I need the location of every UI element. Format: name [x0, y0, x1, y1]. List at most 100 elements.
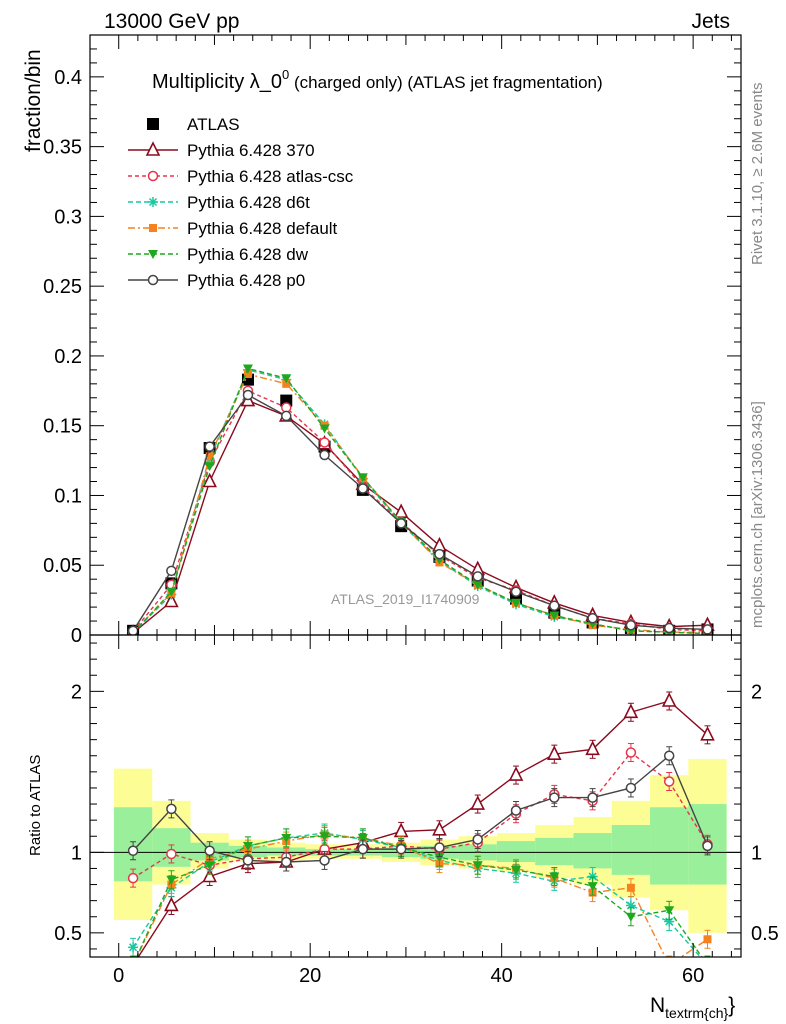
legend-label-atlas: ATLAS — [187, 115, 240, 134]
ratio-y-tick-label: 1 — [71, 842, 82, 864]
ratio-marker-p370 — [470, 795, 486, 810]
ratio-marker-dw — [549, 872, 560, 882]
ratio-marker-dw — [625, 912, 636, 922]
main-marker-p0 — [395, 518, 407, 529]
main-marker-p0 — [357, 483, 369, 494]
ratio-band-inner — [650, 807, 689, 885]
ratio-band-inner — [496, 841, 536, 863]
ratio-line-p0 — [132, 754, 709, 863]
main-marker-p0 — [242, 389, 254, 401]
x-axis-label-main: N — [650, 994, 665, 1017]
ratio-marker-default — [665, 961, 673, 969]
legend-item-atlas: ATLAS — [147, 115, 240, 134]
ratio-line-atlascsc — [132, 751, 709, 879]
ratio-marker-p0 — [510, 805, 522, 816]
ratio-marker-atlascsc — [625, 747, 637, 758]
ratio-marker-atlascsc — [166, 848, 177, 860]
main-marker-p0 — [434, 548, 445, 560]
legend-label-atlascsc: Pythia 6.428 atlas-csc — [187, 167, 354, 186]
ratio-marker-p0 — [587, 792, 598, 803]
x-axis-label-close: } — [728, 994, 735, 1017]
main-marker-p0 — [587, 613, 598, 624]
legend-marker-atlas — [147, 118, 159, 130]
ratio-marker-dw — [664, 906, 675, 916]
main-marker-p370 — [202, 472, 217, 488]
ratio-marker-p370 — [700, 726, 715, 741]
main-line-p370 — [132, 399, 708, 634]
main-marker-dw — [204, 462, 215, 472]
main-y-tick-label: 0.2 — [54, 346, 82, 368]
main-marker-atlascsc — [319, 437, 330, 448]
ratio-marker-p0 — [281, 856, 292, 868]
ratio-marker-p0 — [702, 840, 713, 852]
ratio-y-tick-label-right: 2 — [751, 681, 762, 703]
ratio-marker-p370 — [432, 821, 447, 836]
ratio-y-tick-label-right: 1 — [751, 842, 762, 864]
legend-item-d6t: Pythia 6.428 d6t — [128, 193, 310, 212]
ratio-band-layer — [90, 758, 741, 933]
ratio-marker-p370 — [585, 740, 600, 756]
main-series-group — [127, 364, 715, 635]
header-right: Jets — [691, 10, 730, 33]
ratio-y-tick-label-right: 0.5 — [751, 923, 779, 945]
legend-item-p0: Pythia 6.428 p0 — [128, 271, 305, 290]
legend-marker-default — [149, 224, 157, 232]
main-marker-p0 — [549, 600, 560, 611]
plot-title-main: Multiplicity λ_0 — [152, 71, 282, 93]
main-marker-p0 — [281, 410, 292, 422]
ratio-marker-p370 — [393, 822, 409, 838]
legend-label-dw: Pythia 6.428 dw — [187, 245, 309, 264]
ratio-marker-dw — [319, 832, 330, 842]
main-marker-default — [243, 370, 252, 379]
main-marker-p0 — [702, 624, 713, 635]
main-line-dw — [132, 367, 708, 635]
ratio-marker-atlascsc — [127, 872, 139, 884]
rivet-version-text: Rivet 3.1.10, ≥ 2.6M events — [749, 83, 766, 266]
legend-marker-atlascsc — [147, 170, 159, 182]
ratio-marker-p370 — [132, 956, 134, 957]
mcplots-text: mcplots.cern.ch [arXiv:1306.3436] — [749, 401, 766, 628]
legend-marker-p0 — [147, 274, 159, 286]
x-tick-label: 20 — [299, 965, 321, 987]
x-tick-label: 40 — [491, 965, 513, 987]
ratio-marker-dw — [472, 861, 483, 871]
ratio-marker-p370 — [623, 703, 639, 719]
ratio-marker-p370 — [547, 745, 562, 760]
ratio-marker-p0 — [166, 803, 177, 815]
ratio-marker-d6t — [128, 942, 139, 953]
main-line-p0 — [132, 394, 708, 632]
ratio-marker-p0 — [472, 834, 483, 845]
legend-label-d6t: Pythia 6.428 d6t — [187, 193, 310, 212]
ratio-marker-p0 — [549, 792, 560, 803]
ratio-line-default — [136, 833, 708, 957]
legend-marker-d6t — [148, 197, 158, 207]
series-layer — [127, 364, 715, 969]
ratio-series-group — [127, 691, 715, 969]
main-y-tick-label: 0.4 — [54, 67, 82, 89]
main-marker-dw — [511, 598, 522, 608]
ratio-marker-p0 — [357, 843, 369, 855]
main-marker-dw — [472, 580, 483, 590]
main-marker-dw — [319, 424, 330, 434]
x-tick-label: 0 — [113, 965, 124, 987]
ratio-marker-p370 — [508, 766, 524, 781]
main-y-tick-label: 0.05 — [43, 555, 82, 577]
main-marker-p0 — [625, 619, 637, 631]
ratio-marker-p0 — [127, 845, 139, 856]
ratio-frame — [89, 634, 742, 958]
main-marker-p0 — [127, 625, 139, 635]
ratio-band-inner — [611, 824, 651, 875]
ratio-marker-p0 — [663, 750, 675, 761]
ratio-marker-default — [129, 961, 137, 969]
main-marker-dw — [242, 364, 253, 374]
ratio-y-tick-label: 2 — [71, 681, 82, 703]
legend-item-atlascsc: Pythia 6.428 atlas-csc — [128, 167, 354, 186]
y-axis-label-ratio: Ratio to ATLAS — [27, 755, 44, 856]
ratio-marker-dw — [242, 841, 253, 851]
x-tick-label: 60 — [682, 965, 704, 987]
plot-title: Multiplicity λ_00 (charged only) (ATLAS … — [152, 67, 603, 93]
legend-item-dw: Pythia 6.428 dw — [128, 245, 309, 264]
main-marker-p0 — [472, 571, 483, 582]
